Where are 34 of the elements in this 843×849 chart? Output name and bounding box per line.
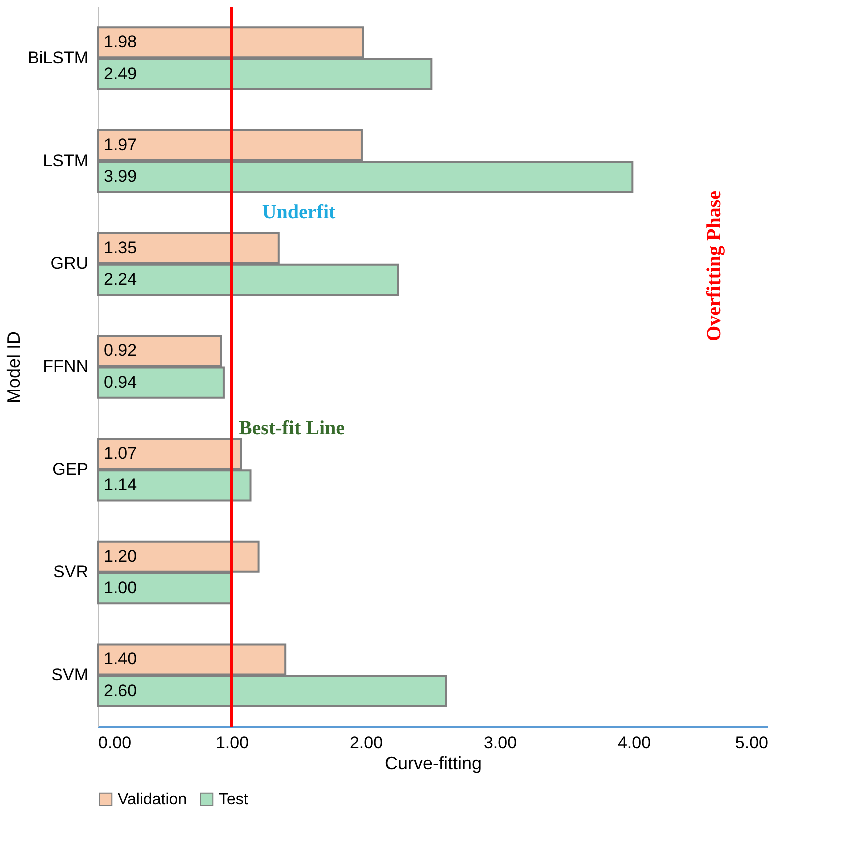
data-label: 1.97 (104, 135, 138, 154)
data-label: 3.99 (104, 167, 138, 186)
y-tick-label: SVR (54, 562, 88, 582)
y-tick-label: GEP (52, 460, 88, 479)
data-label: 2.60 (104, 681, 138, 700)
y-tick-label: FFNN (43, 357, 88, 376)
data-label: 1.35 (104, 238, 138, 258)
x-tick-label: 1.00 (216, 734, 250, 752)
y-tick-label: BiLSTM (28, 48, 88, 68)
data-label: 1.20 (104, 546, 138, 566)
data-label: 1.07 (104, 444, 138, 464)
x-tick-label: 2.00 (350, 734, 384, 752)
data-label: 1.40 (104, 650, 138, 669)
legend-label: Test (219, 791, 249, 808)
data-label: 0.94 (104, 372, 138, 392)
ref-line-label: Best-fit Line (238, 417, 346, 440)
data-label: 1.14 (104, 476, 138, 495)
annotation: Underfit (262, 202, 336, 224)
y-axis-title: Model ID (4, 331, 24, 404)
x-tick-label: 0.00 (98, 734, 132, 752)
x-tick-label: 5.00 (735, 734, 768, 752)
y-tick-label: GRU (50, 254, 88, 274)
data-label: 2.24 (104, 270, 138, 289)
x-tick-label: 3.00 (484, 734, 518, 752)
y-tick-label: SVM (52, 666, 88, 685)
data-label: 2.49 (104, 64, 138, 84)
annotation: Overfitting Phase (703, 190, 726, 342)
data-label: 1.00 (104, 578, 138, 598)
data-label: 0.92 (104, 341, 138, 360)
data-label: 1.98 (104, 32, 138, 52)
x-tick-label: 4.00 (618, 734, 652, 752)
legend-label: Validation (118, 791, 188, 808)
y-tick-label: LSTM (43, 151, 88, 170)
x-axis-title: Curve-fitting (384, 754, 482, 774)
